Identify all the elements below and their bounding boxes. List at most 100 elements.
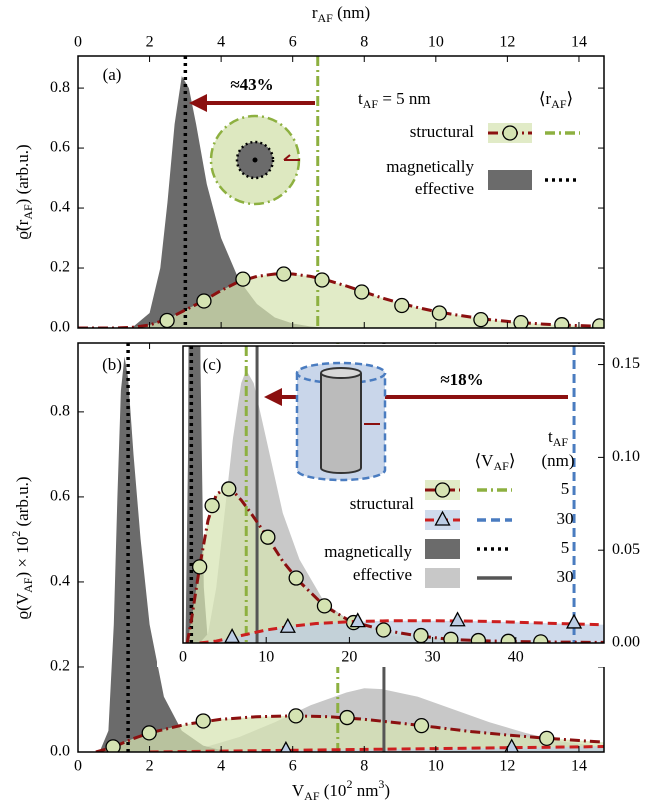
axes-frame: [182, 345, 605, 644]
marker: [554, 317, 570, 328]
marker: [349, 612, 366, 628]
marker: [443, 631, 459, 643]
y-axis-label: ϱ̃(rAF) (arb.u.): [13, 144, 35, 239]
area: [95, 715, 604, 752]
legend-marker: [434, 510, 451, 526]
marker: [235, 271, 251, 287]
text-part: (arb.u.): [13, 477, 32, 531]
area: [78, 274, 604, 328]
text-part: AF: [304, 789, 320, 803]
text-part: ϱ(V: [13, 592, 32, 619]
text-part: ⟩: [567, 89, 574, 108]
y-tick-label: 0.0: [50, 319, 70, 336]
arrow-head: [264, 388, 282, 406]
text-part: ⟨r: [539, 89, 552, 108]
plot-area: [95, 343, 604, 752]
marker: [413, 627, 429, 643]
legend-label: magnetically: [386, 157, 474, 176]
panel-label: (b): [102, 355, 122, 374]
text-part: (nm): [333, 3, 370, 22]
marker: [279, 740, 292, 752]
marker: [413, 717, 430, 734]
text-part: AF: [21, 204, 35, 220]
marker: [314, 272, 330, 288]
x-tick-label: 2: [146, 34, 154, 51]
x-tick-label: 20: [341, 649, 357, 666]
text-part: AF: [21, 577, 35, 593]
marker: [354, 284, 370, 300]
legend-marker: [434, 482, 451, 498]
marker: [449, 611, 466, 627]
text-part: 2: [346, 777, 352, 791]
x-tick-label: 12: [499, 34, 515, 51]
marker: [191, 559, 208, 575]
legend-marker: [502, 125, 518, 141]
text-part: nm: [352, 781, 378, 800]
plot-area: [78, 56, 604, 328]
legend-label: effective: [353, 565, 412, 584]
legend-header: tAF: [548, 427, 568, 449]
y-tick-label: 0.15: [612, 355, 640, 372]
legend-label: structural: [350, 494, 414, 513]
x-tick-label: 10: [428, 34, 444, 51]
area: [149, 746, 604, 752]
marker: [260, 529, 276, 545]
panel: 0 10 20 30 400.000.050.100.15(c)≈18%⟨VAF⟩tAF…: [157, 344, 652, 667]
y-tick-label: 0.8: [50, 79, 70, 96]
text-part: r: [312, 3, 318, 22]
marker: [473, 311, 489, 328]
legend-thickness: 30: [557, 567, 574, 586]
text-part: AF: [318, 11, 334, 25]
marker: [159, 312, 175, 328]
plot-area: [185, 346, 604, 643]
text-part: (10: [320, 781, 347, 800]
y-tick-label: 0.10: [612, 448, 640, 465]
legend-label: magnetically: [324, 542, 412, 561]
text-part: ⟩: [509, 451, 516, 470]
marker: [195, 713, 211, 729]
marker: [565, 613, 583, 629]
x-tick-label: 2: [146, 758, 154, 775]
x-tick-label: 12: [499, 758, 515, 775]
x-tick-label: 6: [289, 34, 297, 51]
marker: [504, 738, 520, 752]
y-tick-label: 0.4: [50, 199, 70, 216]
marker: [539, 730, 555, 747]
text-part: V: [292, 781, 305, 800]
marker: [394, 297, 410, 314]
y-tick-label: 0.0: [50, 743, 70, 760]
y-tick-label: 0.4: [50, 573, 70, 590]
y-tick-label: 0.6: [50, 139, 70, 156]
area: [187, 488, 604, 643]
legend-label: effective: [415, 179, 474, 198]
x-tick-label: 4: [217, 34, 225, 51]
x-tick-label: 8: [360, 34, 368, 51]
x-tick-label: 10: [428, 758, 444, 775]
legend-swatch: [488, 170, 532, 190]
marker: [339, 709, 355, 726]
x-tick-label: 10: [258, 649, 274, 666]
x-tick-label: 40: [508, 649, 524, 666]
y-axis-label: ϱ(VAF) × 102 (arb.u.): [9, 477, 35, 620]
legend-header: ⟨VAF⟩: [475, 451, 516, 473]
text-part: AF: [493, 459, 509, 473]
x-axis-label: VAF (102 nm3): [292, 777, 390, 803]
marker: [316, 598, 333, 614]
icon-cylinder-inner-top: [320, 367, 362, 379]
marker: [375, 622, 392, 638]
x-tick-label: 0: [74, 34, 82, 51]
panel-label: (c): [203, 355, 222, 374]
y-tick-label: 0.00: [612, 634, 640, 651]
marker: [431, 305, 448, 321]
curve: [78, 272, 604, 328]
panel-label: (a): [103, 65, 122, 84]
x-tick-label: 14: [571, 34, 587, 51]
text-part: ⟨V: [475, 451, 495, 470]
x-tick-label: 0: [179, 649, 187, 666]
text-part: AF: [553, 435, 569, 449]
marker: [221, 481, 237, 497]
marker: [204, 497, 220, 514]
legend-swatch: [425, 568, 460, 588]
x-tick-label: 30: [425, 649, 441, 666]
text-part: ϱ̃(r: [13, 219, 32, 239]
